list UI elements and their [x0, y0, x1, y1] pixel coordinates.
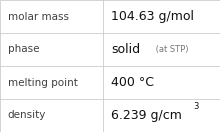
- Text: phase: phase: [8, 44, 39, 55]
- Text: melting point: melting point: [8, 77, 78, 88]
- Text: 400 °C: 400 °C: [111, 76, 154, 89]
- Text: 3: 3: [194, 102, 199, 111]
- Text: density: density: [8, 110, 46, 121]
- Text: molar mass: molar mass: [8, 11, 69, 22]
- Text: solid: solid: [111, 43, 140, 56]
- Text: 6.239 g/cm: 6.239 g/cm: [111, 109, 182, 122]
- Text: (at STP): (at STP): [153, 45, 188, 54]
- Text: 104.63 g/mol: 104.63 g/mol: [111, 10, 194, 23]
